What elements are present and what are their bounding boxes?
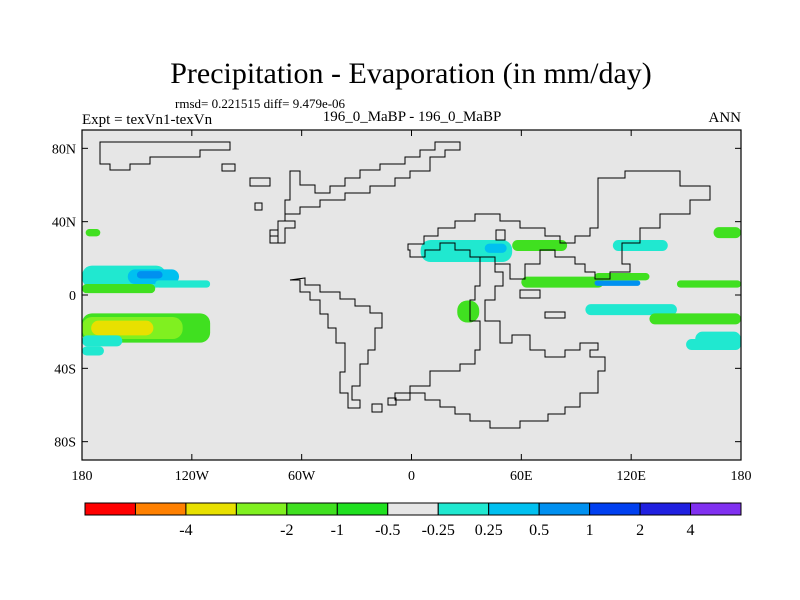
contour-region <box>136 271 163 279</box>
colorbar-label: 2 <box>636 522 644 539</box>
contour-region <box>521 276 604 288</box>
y-tick-label: 40N <box>52 216 76 231</box>
x-tick-label: 60E <box>510 469 533 484</box>
colorbar-label: -0.5 <box>375 522 400 539</box>
colorbar-label: 0.25 <box>475 522 503 539</box>
contour-region <box>82 335 123 347</box>
x-tick-label: 120W <box>175 469 210 484</box>
colorbar-swatch <box>185 502 237 516</box>
colorbar-swatch <box>235 502 288 516</box>
colorbar-label: -0.25 <box>422 522 455 539</box>
colorbar-label: -2 <box>280 522 293 539</box>
contour-region <box>82 284 156 294</box>
colorbar-label: -1 <box>331 522 344 539</box>
contour-region <box>82 346 104 356</box>
colorbar-label: 0.5 <box>529 522 549 539</box>
x-tick-label: 120E <box>616 469 646 484</box>
contour-region <box>585 304 677 316</box>
colorbar-swatch <box>84 502 136 516</box>
y-tick-label: 0 <box>69 289 76 304</box>
colorbar-label: 1 <box>586 522 594 539</box>
colorbar-swatch <box>589 502 641 516</box>
contour-region <box>713 227 741 239</box>
chart-title: Precipitation - Evaporation (in mm/day) <box>170 57 652 90</box>
continent-outline <box>99 141 711 429</box>
x-tick-label: 180 <box>731 469 752 484</box>
contour-region <box>676 280 741 288</box>
colorbar-swatch <box>286 502 338 516</box>
contour-region <box>649 313 741 325</box>
right-label: ANN <box>709 110 742 126</box>
contour-region <box>457 300 480 323</box>
contour-region <box>594 280 641 286</box>
contour-region <box>91 320 154 336</box>
colorbar-swatch <box>336 502 389 516</box>
colorbar-swatch <box>690 502 742 516</box>
x-tick-label: 0 <box>408 469 415 484</box>
contour-region <box>85 229 101 237</box>
left-label: Expt = texVn1-texVn <box>82 112 213 128</box>
colorbar: -4 -2 -1 -0.5 -0.25 0.25 0.5 1 2 4 <box>84 502 742 539</box>
contour-region <box>484 243 507 253</box>
colorbar-swatch <box>134 502 187 516</box>
colorbar-swatch <box>387 502 439 516</box>
y-tick-label: 80S <box>54 436 76 451</box>
colorbar-label: 4 <box>687 522 695 539</box>
colorbar-swatch <box>488 502 540 516</box>
plot-area: 180 120W 60W 0 60E 120E 180 80N 40N 0 40S 80S <box>52 129 752 484</box>
y-tick-label: 80N <box>52 142 76 157</box>
contour-fills <box>82 227 741 356</box>
stats-label: rmsd= 0.221515 diff= 9.479e-06 <box>175 96 346 111</box>
map-background <box>82 130 741 460</box>
axis-ticks: 180 120W 60W 0 60E 120E 180 80N 40N 0 40S 80S <box>52 130 752 484</box>
contour-region <box>512 240 568 251</box>
x-tick-label: 180 <box>72 469 93 484</box>
x-tick-label: 60W <box>288 469 316 484</box>
contour-region <box>686 339 741 350</box>
contour-region <box>155 280 211 288</box>
colorbar-swatch <box>538 502 591 516</box>
colorbar-label: -4 <box>179 522 192 539</box>
colorbar-swatch <box>639 502 692 516</box>
colorbar-swatch <box>437 502 490 516</box>
y-tick-label: 40S <box>54 362 76 377</box>
center-label: 196_0_MaBP - 196_0_MaBP <box>323 109 502 125</box>
